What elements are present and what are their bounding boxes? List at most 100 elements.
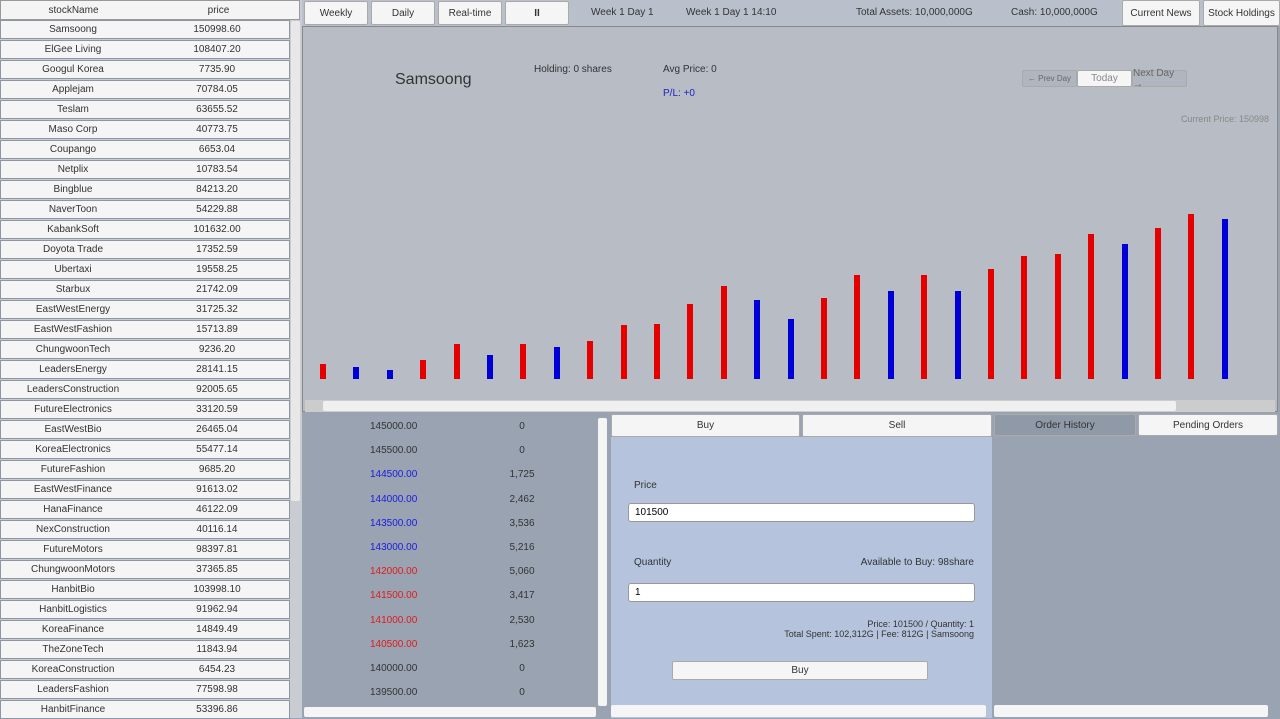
stock-row[interactable]: Ubertaxi 19558.25 [0, 260, 290, 279]
stock-price: 14849.49 [196, 624, 238, 635]
price-input[interactable] [628, 503, 975, 522]
holding-label: Holding: 0 shares [534, 64, 612, 75]
stock-row[interactable]: EastWestFashion 15713.89 [0, 320, 290, 339]
chart-bar-6 [487, 355, 493, 379]
realtime-button[interactable]: Real-time [438, 1, 502, 25]
stock-name: Samsoong [49, 24, 97, 35]
submit-buy-button[interactable]: Buy [672, 661, 928, 680]
stock-name: KabankSoft [47, 224, 99, 235]
sell-tab[interactable]: Sell [802, 414, 992, 437]
stock-row[interactable]: HanbitFinance 53396.86 [0, 700, 290, 719]
stock-row[interactable]: KabankSoft 101632.00 [0, 220, 290, 239]
stock-name: LeadersEnergy [39, 364, 107, 375]
today-button[interactable]: Today [1077, 70, 1132, 87]
chart-bar-19 [921, 275, 928, 379]
stock-name: Coupango [49, 144, 97, 155]
stock-row[interactable]: EastWestBio 26465.04 [0, 420, 290, 439]
stock-row[interactable]: EastWestEnergy 31725.32 [0, 300, 290, 319]
stock-name: Doyota Trade [42, 244, 104, 255]
stock-row[interactable]: Doyota Trade 17352.59 [0, 240, 290, 259]
stock-price: 46122.09 [196, 504, 238, 515]
stock-name: FutureFashion [40, 464, 106, 475]
daily-button[interactable]: Daily [371, 1, 435, 25]
stock-price: 37365.85 [196, 564, 238, 575]
pending-orders-tab[interactable]: Pending Orders [1138, 414, 1278, 436]
stock-price: 101632.00 [193, 224, 241, 235]
stock-name: Ubertaxi [54, 264, 92, 275]
stock-name: KoreaConstruction [31, 664, 115, 675]
stock-row[interactable]: Samsoong 150998.60 [0, 20, 290, 39]
stock-row[interactable]: Applejam 70784.05 [0, 80, 290, 99]
stock-row[interactable]: KoreaConstruction 6454.23 [0, 660, 290, 679]
stock-price: 103998.10 [193, 584, 241, 595]
stock-row[interactable]: EastWestFinance 91613.02 [0, 480, 290, 499]
order-history-tab[interactable]: Order History [994, 414, 1136, 436]
current-news-button[interactable]: Current News [1122, 0, 1200, 26]
stock-row[interactable]: ElGee Living 108407.20 [0, 40, 290, 59]
pause-button[interactable]: II [505, 1, 569, 25]
chart-bar-27 [1188, 214, 1195, 379]
order-book-qty: 3,536 [509, 517, 535, 529]
stock-row[interactable]: FutureMotors 98397.81 [0, 540, 290, 559]
day-label: Week 1 Day 1 [591, 7, 654, 18]
chart-bar-8 [553, 347, 560, 379]
order-book-scrollbar[interactable] [598, 418, 607, 706]
order-book-price: 143500.00 [370, 517, 418, 529]
stock-row[interactable]: Coupango 6653.04 [0, 140, 290, 159]
chart-bar-20 [954, 291, 961, 379]
order-book-price: 140000.00 [370, 663, 418, 674]
stock-row[interactable]: ChungwoonMotors 37365.85 [0, 560, 290, 579]
stock-row[interactable]: FutureFashion 9685.20 [0, 460, 290, 479]
chart-bar-2 [353, 367, 360, 379]
stock-row[interactable]: NexConstruction 40116.14 [0, 520, 290, 539]
stock-row[interactable]: KoreaFinance 14849.49 [0, 620, 290, 639]
stock-row[interactable]: ChungwoonTech 9236.20 [0, 340, 290, 359]
chart-scrollbar-thumb[interactable] [323, 401, 1176, 411]
stock-row[interactable]: LeadersFashion 77598.98 [0, 680, 290, 699]
stock-price: 55477.14 [196, 444, 238, 455]
stock-row[interactable]: FutureElectronics 33120.59 [0, 400, 290, 419]
order-book-hscroll[interactable] [304, 707, 596, 717]
buy-tab[interactable]: Buy [611, 414, 800, 437]
chart-bar-22 [1021, 256, 1028, 379]
stock-row[interactable]: HanbitLogistics 91962.94 [0, 600, 290, 619]
stock-list-scrollbar[interactable] [291, 21, 300, 501]
stock-row[interactable]: Teslam 63655.52 [0, 100, 290, 119]
stock-row[interactable]: Bingblue 84213.20 [0, 180, 290, 199]
stock-row[interactable]: Googul Korea 7735.90 [0, 60, 290, 79]
quantity-input[interactable] [628, 583, 975, 602]
stock-row[interactable]: HanaFinance 46122.09 [0, 500, 290, 519]
history-hscroll[interactable] [994, 705, 1268, 717]
stock-price: 54229.88 [196, 204, 238, 215]
prev-day-button[interactable]: ← Prev Day [1022, 70, 1077, 87]
stock-row[interactable]: HanbitBio 103998.10 [0, 580, 290, 599]
chart-bar-15 [787, 319, 794, 379]
stock-row[interactable]: NaverToon 54229.88 [0, 200, 290, 219]
header-price: price [207, 4, 230, 16]
order-book-price: 144500.00 [370, 469, 418, 481]
stock-name: KoreaFinance [41, 624, 105, 635]
stock-holdings-button[interactable]: Stock Holdings [1203, 0, 1280, 26]
stock-row[interactable]: TheZoneTech 11843.94 [0, 640, 290, 659]
stock-row[interactable]: Netplix 10783.54 [0, 160, 290, 179]
stock-name: Bingblue [53, 184, 93, 195]
stock-name: HanbitFinance [40, 704, 106, 715]
stock-row[interactable]: LeadersEnergy 28141.15 [0, 360, 290, 379]
weekly-button[interactable]: Weekly [304, 1, 368, 25]
stock-price: 108407.20 [193, 44, 241, 55]
chart-bar-25 [1121, 244, 1128, 379]
stock-price: 91613.02 [196, 484, 238, 495]
stock-row[interactable]: KoreaElectronics 55477.14 [0, 440, 290, 459]
chart-bar-12 [687, 304, 694, 379]
stock-name: Samsoong [395, 71, 472, 88]
chart-bar-16 [821, 298, 827, 379]
chart-bar-24 [1088, 234, 1095, 379]
stock-row[interactable]: Starbux 21742.09 [0, 280, 290, 299]
stock-name: LeadersFashion [37, 684, 109, 695]
stock-row[interactable]: Maso Corp 40773.75 [0, 120, 290, 139]
stock-price: 91962.94 [196, 604, 238, 615]
stock-row[interactable]: LeadersConstruction 92005.65 [0, 380, 290, 399]
stock-price: 98397.81 [196, 544, 238, 555]
trade-hscroll[interactable] [611, 705, 986, 717]
next-day-button[interactable]: Next Day → [1132, 68, 1187, 90]
